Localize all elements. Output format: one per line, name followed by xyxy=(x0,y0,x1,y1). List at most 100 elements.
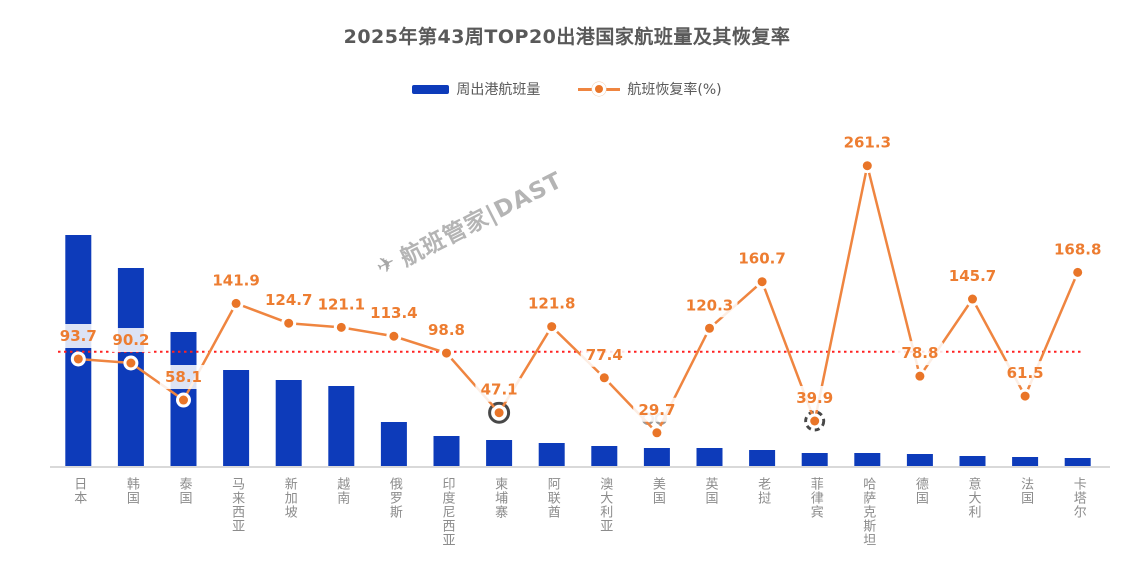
value-label-box-柬埔寨 xyxy=(475,377,523,402)
line-point-日本 xyxy=(73,354,83,364)
legend-item-bar-series[interactable]: 周出港航班量 xyxy=(412,79,540,99)
x-axis-label-新加坡: 新加坡 xyxy=(281,477,297,519)
line-point-俄罗斯 xyxy=(389,331,399,341)
line-point-阿联酋 xyxy=(547,322,557,332)
value-label-意大利: 145.7 xyxy=(949,267,996,285)
x-axis-label-英国: 英国 xyxy=(702,477,718,505)
x-axis-label-柬埔寨: 柬埔寨 xyxy=(492,477,508,519)
bar-越南 xyxy=(328,386,355,467)
bar-老挝 xyxy=(749,450,776,467)
bar-意大利 xyxy=(959,456,986,467)
value-label-日本: 93.7 xyxy=(60,327,97,345)
x-axis-label-法国: 法国 xyxy=(1018,477,1034,505)
x-axis-label-老挝: 老挝 xyxy=(755,477,771,505)
legend-line-label: 航班恢复率(%) xyxy=(627,82,722,98)
value-label-box-俄罗斯 xyxy=(365,301,422,326)
watermark-artifact xyxy=(804,410,826,432)
x-axis-label-日本: 日本 xyxy=(71,477,87,505)
watermark-artifact xyxy=(488,401,511,424)
line-point-泰国 xyxy=(179,395,188,405)
x-axis-label-卡塔尔: 卡塔尔 xyxy=(1070,477,1086,519)
legend-item-line-series[interactable]: 航班恢复率(%) xyxy=(578,79,722,99)
bar-卡塔尔 xyxy=(1064,458,1091,467)
value-label-柬埔寨: 47.1 xyxy=(481,381,518,399)
bar-法国 xyxy=(1012,457,1039,467)
bar-美国 xyxy=(643,448,670,467)
value-label-box-韩国 xyxy=(107,327,155,352)
value-label-box-哈萨克斯坦 xyxy=(839,130,896,155)
x-axis-label-澳大利亚: 澳大利亚 xyxy=(597,477,613,533)
chart-title: 2025年第43周TOP20出港国家航班量及其恢复率 xyxy=(343,26,791,48)
line-point-韩国 xyxy=(126,358,136,368)
value-label-box-新加坡 xyxy=(260,288,317,313)
value-label-俄罗斯: 113.4 xyxy=(370,304,417,322)
value-label-越南: 121.1 xyxy=(318,295,365,313)
value-label-德国: 78.8 xyxy=(901,344,938,362)
bar-菲律宾 xyxy=(801,453,828,467)
bar-德国 xyxy=(906,454,933,467)
line-point-老挝 xyxy=(757,277,767,287)
value-label-菲律宾: 39.9 xyxy=(796,389,833,407)
line-point-英国 xyxy=(705,323,714,333)
value-label-box-老挝 xyxy=(734,246,791,271)
line-point-澳大利亚 xyxy=(599,373,609,383)
x-axis-label-意大利: 意大利 xyxy=(965,477,981,519)
value-label-老挝: 160.7 xyxy=(738,250,785,268)
line-point-菲律宾 xyxy=(810,416,820,426)
bar-澳大利亚 xyxy=(591,446,618,467)
legend-bar-label: 周出港航班量 xyxy=(456,82,541,98)
x-axis-label-德国: 德国 xyxy=(912,477,928,505)
line-point-卡塔尔 xyxy=(1073,267,1083,277)
line-point-法国 xyxy=(1020,391,1030,401)
x-axis-label-哈萨克斯坦: 哈萨克斯坦 xyxy=(860,477,876,547)
line-point-意大利 xyxy=(968,294,977,304)
value-label-box-泰国 xyxy=(159,365,208,390)
value-label-box-美国 xyxy=(633,397,681,422)
value-label-box-日本 xyxy=(54,323,102,348)
x-axis-label-俄罗斯: 俄罗斯 xyxy=(386,477,402,519)
value-label-box-阿联酋 xyxy=(523,291,580,316)
line-point-柬埔寨 xyxy=(494,408,504,418)
line-point-美国 xyxy=(652,428,662,438)
value-label-韩国: 90.2 xyxy=(112,331,149,349)
bar-俄罗斯 xyxy=(380,422,407,467)
line-point-印度尼西亚 xyxy=(442,348,451,358)
bar-柬埔寨 xyxy=(486,440,513,467)
value-label-box-澳大利亚 xyxy=(580,342,628,367)
bar-哈萨克斯坦 xyxy=(854,453,881,467)
x-axis-label-泰国: 泰国 xyxy=(176,477,192,505)
chart-legend: 周出港航班量 航班恢复率(%) xyxy=(0,79,1134,99)
bar-新加坡 xyxy=(275,380,302,467)
x-axis-label-菲律宾: 菲律宾 xyxy=(807,477,823,519)
line-point-新加坡 xyxy=(284,318,294,328)
value-label-box-意大利 xyxy=(944,264,1001,289)
value-label-马来西亚: 141.9 xyxy=(212,271,259,289)
value-label-卡塔尔: 168.8 xyxy=(1054,240,1101,258)
value-label-box-法国 xyxy=(1001,361,1049,386)
bar-series-swatch-icon xyxy=(412,84,450,94)
value-label-box-英国 xyxy=(681,293,738,318)
line-point-马来西亚 xyxy=(231,298,241,308)
bar-印度尼西亚 xyxy=(433,436,460,467)
x-axis-label-马来西亚: 马来西亚 xyxy=(229,477,245,533)
bar-阿联酋 xyxy=(538,443,565,467)
value-label-box-卡塔尔 xyxy=(1049,237,1106,262)
x-axis-label-韩国: 韩国 xyxy=(123,477,139,505)
line-point-哈萨克斯坦 xyxy=(862,161,872,171)
value-label-阿联酋: 121.8 xyxy=(528,295,575,313)
bar-马来西亚 xyxy=(223,370,250,467)
x-axis-label-越南: 越南 xyxy=(334,477,350,505)
value-label-印度尼西亚: 98.8 xyxy=(428,321,465,339)
line-point-越南 xyxy=(336,322,346,332)
value-label-法国: 61.5 xyxy=(1007,364,1044,382)
bar-英国 xyxy=(696,448,723,467)
line-point-德国 xyxy=(915,371,925,381)
line-series-swatch-icon xyxy=(578,82,621,96)
value-label-box-印度尼西亚 xyxy=(422,318,471,343)
value-label-哈萨克斯坦: 261.3 xyxy=(844,134,891,152)
recovery-rate-line xyxy=(78,164,1079,435)
x-axis-label-美国: 美国 xyxy=(649,477,665,505)
value-label-美国: 29.7 xyxy=(638,401,675,419)
value-label-泰国: 58.1 xyxy=(165,368,202,386)
